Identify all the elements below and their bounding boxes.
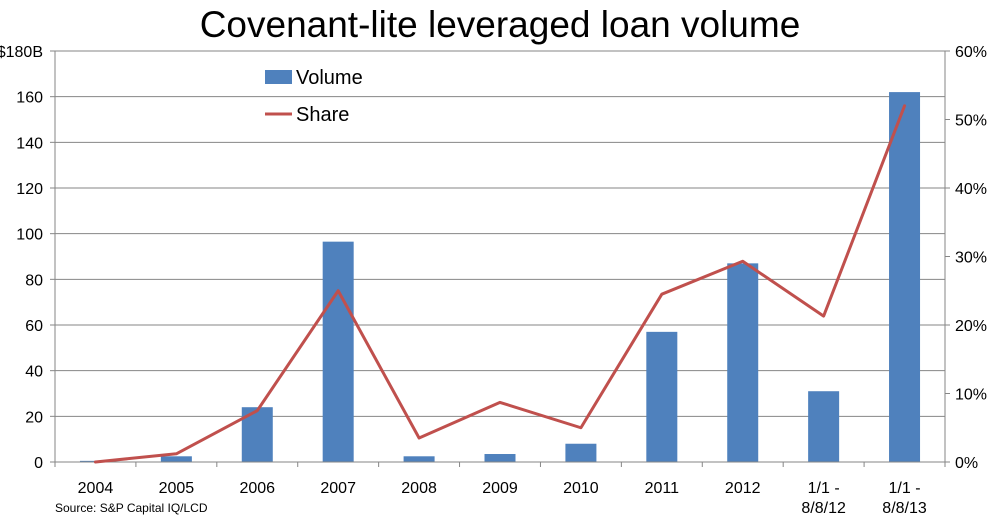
left-tick-label: 100 [16, 227, 43, 244]
legend-share-label: Share [296, 104, 349, 126]
x-tick-label: 1/1 -8/8/13 [882, 480, 927, 517]
x-tick-label: 2004 [78, 480, 114, 497]
left-tick-label: 40 [25, 364, 43, 381]
share-line-group [93, 104, 907, 464]
right-tick-label: 10% [955, 387, 987, 404]
right-tick-label: 0% [955, 455, 978, 472]
right-tick-label: 30% [955, 250, 987, 267]
x-tick-label: 2010 [563, 480, 599, 497]
volume-bar [727, 263, 759, 462]
x-tick-label: 2007 [320, 480, 356, 497]
volume-bar [565, 443, 597, 462]
x-tick-label: 2008 [401, 480, 437, 497]
volume-bar [403, 456, 435, 462]
legend: Volume Share [265, 67, 363, 126]
x-tick-label: 2006 [239, 480, 275, 497]
legend-volume-label: Volume [296, 67, 363, 89]
left-tick-label: 60 [25, 318, 43, 335]
right-tick-label: 50% [955, 113, 987, 130]
x-tick-label: 2011 [645, 480, 680, 497]
left-tick-label: 0 [34, 455, 43, 472]
x-tick-label: 2009 [482, 480, 518, 497]
x-axis-ticks: 2004 2005 2006 2007 2008 2009 2010 2011 2012 1/1 … [54, 462, 946, 517]
chart-title: Covenant-lite leveraged loan volume [200, 4, 801, 45]
volume-bar [646, 331, 678, 462]
x-tick-label: 2012 [725, 480, 761, 497]
right-tick-label: 60% [955, 44, 987, 61]
volume-bar [160, 456, 192, 462]
volume-bars [79, 92, 921, 462]
volume-bar [484, 454, 516, 462]
left-tick-label: 80 [25, 272, 43, 289]
legend-volume-swatch [265, 70, 292, 84]
left-tick-label: $180B [0, 44, 43, 61]
right-tick-label: 40% [955, 181, 987, 198]
left-tick-label: 140 [16, 135, 43, 152]
x-tick-label: 2005 [159, 480, 195, 497]
grid-lines [55, 50, 945, 417]
volume-bar [322, 241, 354, 462]
share-line [93, 104, 907, 464]
left-tick-label: 160 [16, 90, 43, 107]
left-tick-label: 120 [16, 181, 43, 198]
x-tick-label: 1/1 -8/8/12 [801, 480, 846, 517]
left-axis-ticks: 0 20 40 60 80 100 120 140 160 $180B [0, 44, 55, 472]
volume-bar [808, 391, 840, 462]
right-axis-ticks: 0% 10% 20% 30% 40% 50% 60% [945, 44, 987, 472]
source-label: Source: S&P Capital IQ/LCD [55, 501, 208, 515]
volume-bar [889, 92, 921, 462]
right-tick-label: 20% [955, 318, 987, 335]
left-tick-label: 20 [25, 409, 43, 426]
